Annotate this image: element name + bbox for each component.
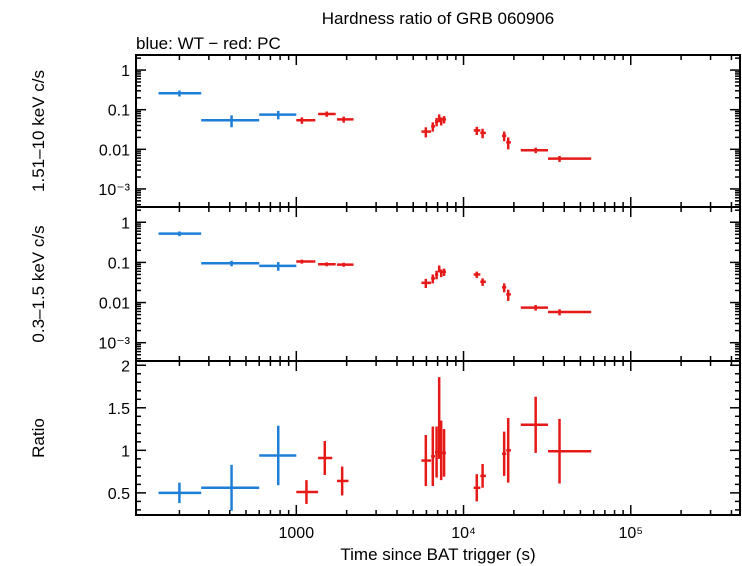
panel-frame-hard bbox=[135, 54, 741, 208]
data-point-pc bbox=[296, 480, 319, 504]
data-point-pc bbox=[336, 466, 349, 496]
y-tick-label: 2 bbox=[121, 358, 130, 375]
y-tick-label: 1 bbox=[121, 63, 130, 80]
data-point-wt bbox=[201, 464, 260, 511]
series-wt bbox=[158, 231, 297, 271]
data-point-wt bbox=[158, 482, 202, 504]
data-point-pc bbox=[480, 128, 486, 139]
panel-hard: 1 0.1 0.01 10⁻³ 1.51–10 keV c/s bbox=[29, 54, 741, 208]
data-point-wt bbox=[259, 110, 297, 120]
panel-ratio: 0.5 1 1.5 2 Ratio bbox=[29, 358, 741, 516]
data-point-pc bbox=[434, 426, 439, 478]
chart-title: Hardness ratio of GRB 060906 bbox=[322, 9, 554, 28]
y-tick-label: 10⁻³ bbox=[98, 336, 130, 353]
data-point-pc bbox=[473, 271, 481, 278]
data-point-pc bbox=[548, 418, 592, 484]
data-point-wt bbox=[201, 260, 260, 267]
data-point-pc bbox=[473, 126, 481, 135]
data-point-pc bbox=[437, 377, 441, 459]
data-point-wt bbox=[158, 90, 202, 97]
data-point-pc bbox=[520, 304, 549, 311]
data-point-wt bbox=[158, 231, 202, 237]
data-point-pc bbox=[480, 463, 486, 488]
x-axis-title: Time since BAT trigger (s) bbox=[340, 545, 535, 564]
data-point-pc bbox=[434, 117, 439, 127]
y-axis-title-hard: 1.51–10 keV c/s bbox=[29, 70, 48, 192]
data-point-pc bbox=[437, 265, 441, 273]
series-pc bbox=[296, 259, 592, 316]
series-pc bbox=[296, 111, 592, 162]
data-point-pc bbox=[439, 420, 443, 481]
data-point-wt bbox=[259, 425, 297, 486]
y-tick-label: 10⁻³ bbox=[98, 182, 130, 199]
y-tick-label: 0.01 bbox=[99, 296, 130, 313]
data-point-pc bbox=[318, 262, 336, 267]
data-point-pc bbox=[548, 155, 592, 162]
panel-frame-soft bbox=[135, 206, 741, 362]
data-point-wt bbox=[259, 262, 297, 271]
data-point-pc bbox=[442, 116, 446, 124]
y-tick-label: 0.5 bbox=[108, 486, 130, 503]
series-pc bbox=[296, 377, 592, 504]
data-point-pc bbox=[296, 117, 316, 124]
y-tick-label: 1 bbox=[121, 443, 130, 460]
y-tick-label: 1.5 bbox=[108, 401, 130, 418]
data-point-pc bbox=[520, 396, 549, 453]
y-tick-label: 0.1 bbox=[108, 255, 130, 272]
data-point-pc bbox=[336, 116, 354, 123]
data-point-pc bbox=[506, 418, 511, 483]
data-point-pc bbox=[473, 474, 481, 502]
data-point-pc bbox=[506, 137, 511, 150]
y-tick-label: 0.1 bbox=[108, 103, 130, 120]
data-point-pc bbox=[439, 117, 443, 126]
data-point-pc bbox=[502, 131, 507, 142]
data-point-pc bbox=[480, 278, 486, 286]
data-point-pc bbox=[502, 283, 507, 293]
y-tick-label: 0.01 bbox=[99, 142, 130, 159]
data-point-pc bbox=[439, 269, 443, 278]
data-point-pc bbox=[548, 309, 592, 316]
data-point-pc bbox=[502, 431, 507, 476]
panel-soft: 1 0.1 0.01 10⁻³ 0.3–1.5 keV c/s bbox=[29, 206, 741, 362]
chart-subtitle: blue: WT − red: PC bbox=[136, 34, 281, 53]
data-point-pc bbox=[318, 111, 336, 117]
data-point-pc bbox=[431, 122, 435, 132]
data-point-pc bbox=[421, 435, 432, 487]
data-point-pc bbox=[442, 429, 446, 477]
y-axis-title-ratio: Ratio bbox=[29, 418, 48, 458]
data-point-pc bbox=[421, 278, 432, 289]
data-point-pc bbox=[296, 259, 316, 264]
data-point-pc bbox=[318, 440, 333, 476]
x-tick-label: 1000 bbox=[279, 525, 315, 542]
data-point-pc bbox=[506, 289, 511, 301]
series-wt bbox=[158, 425, 297, 511]
data-point-pc bbox=[434, 270, 439, 280]
data-point-pc bbox=[336, 262, 354, 267]
x-tick-label: 10⁴ bbox=[451, 525, 476, 542]
data-point-pc bbox=[437, 114, 441, 123]
series-wt bbox=[158, 90, 297, 128]
data-point-pc bbox=[520, 147, 549, 154]
data-point-pc bbox=[431, 274, 435, 284]
data-point-pc bbox=[421, 127, 432, 138]
x-tick-labels: 1000 10⁴ 10⁵ bbox=[279, 525, 643, 542]
data-point-pc bbox=[442, 268, 446, 276]
data-point-wt bbox=[201, 115, 260, 128]
x-tick-label: 10⁵ bbox=[619, 525, 643, 542]
y-axis-title-soft: 0.3–1.5 keV c/s bbox=[29, 225, 48, 342]
y-tick-label: 1 bbox=[121, 215, 130, 232]
data-point-pc bbox=[431, 426, 435, 487]
